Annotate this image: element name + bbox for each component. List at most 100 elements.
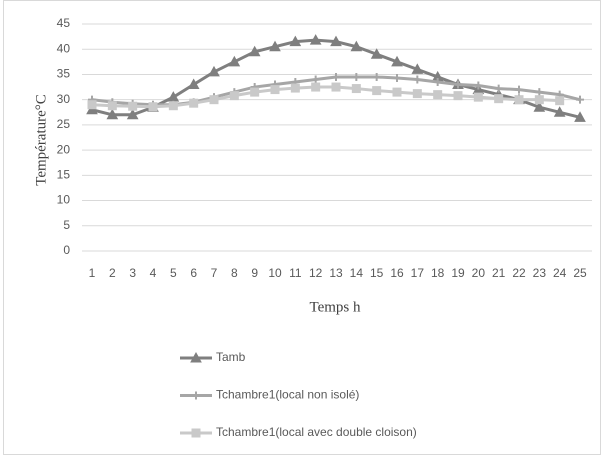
point: [555, 96, 565, 106]
point: [352, 72, 361, 81]
y-tick-label: 45: [57, 16, 71, 30]
point: [393, 73, 401, 82]
x-tick-label: 19: [451, 266, 465, 280]
point: [535, 88, 544, 97]
point: [494, 84, 503, 93]
point: [250, 87, 260, 97]
point: [148, 102, 158, 112]
point: [270, 85, 280, 95]
point: [311, 82, 321, 92]
legend-label: Tchambre1(local non isolé): [216, 388, 359, 402]
point: [168, 101, 178, 111]
y-tick-label: 10: [57, 193, 71, 207]
x-tick-label: 22: [512, 266, 526, 280]
legend-label: Tamb: [216, 350, 246, 364]
point: [128, 101, 138, 111]
legend-marker: [192, 391, 200, 400]
x-tick-label: 17: [411, 266, 425, 280]
point: [332, 72, 340, 81]
x-tick-label: 8: [231, 266, 238, 280]
x-tick-label: 20: [472, 266, 486, 280]
point: [473, 92, 483, 102]
y-tick-label: 0: [63, 243, 70, 257]
point: [372, 86, 382, 96]
x-tick-label: 5: [170, 266, 177, 280]
point: [514, 95, 524, 105]
point: [533, 101, 546, 112]
y-tick-label: 25: [57, 117, 71, 131]
point: [228, 55, 241, 67]
y-tick-label: 5: [63, 218, 70, 232]
x-tick-label: 7: [211, 266, 218, 280]
point: [331, 82, 341, 92]
y-tick-label: 20: [57, 142, 71, 156]
x-tick-label: 16: [390, 266, 404, 280]
x-tick-label: 12: [309, 266, 323, 280]
point: [474, 81, 483, 90]
point: [189, 98, 199, 108]
point: [187, 78, 200, 90]
point: [86, 103, 98, 115]
y-tick-label: 40: [57, 41, 71, 55]
x-tick-label: 9: [251, 266, 258, 280]
point: [269, 40, 281, 52]
point: [208, 65, 220, 77]
x-tick-label: 21: [492, 266, 506, 280]
legend-marker: [190, 351, 202, 363]
legend-marker: [191, 428, 201, 438]
point: [534, 95, 544, 105]
chart-border: [3, 0, 601, 455]
x-tick-label: 6: [190, 266, 197, 280]
x-tick-label: 11: [289, 266, 302, 280]
point: [453, 91, 463, 101]
point: [330, 35, 342, 47]
y-tick-label: 30: [57, 92, 71, 106]
point: [248, 45, 261, 57]
point: [107, 101, 117, 111]
point: [351, 84, 361, 94]
point: [229, 91, 239, 101]
point: [411, 63, 424, 74]
x-axis-title: Temps h: [309, 299, 361, 315]
point: [350, 40, 363, 52]
y-axis-title: Température°C: [33, 94, 49, 186]
point: [370, 48, 383, 59]
point: [289, 35, 302, 47]
point: [515, 85, 523, 94]
point: [309, 34, 322, 45]
x-tick-label: 1: [89, 266, 96, 280]
x-tick-label: 4: [150, 266, 157, 280]
point: [126, 108, 139, 120]
x-tick-label: 2: [109, 266, 116, 280]
point: [413, 75, 422, 84]
point: [412, 89, 422, 99]
point: [574, 111, 586, 122]
x-tick-label: 3: [129, 266, 136, 280]
x-tick-label: 25: [573, 266, 587, 280]
point: [576, 95, 584, 104]
x-tick-label: 23: [533, 266, 547, 280]
point: [433, 90, 443, 100]
point: [494, 94, 504, 104]
y-tick-label: 35: [57, 67, 71, 81]
legend-label: Tchambre1(local avec double cloison): [216, 425, 417, 439]
point: [391, 55, 403, 67]
x-tick-label: 18: [431, 266, 445, 280]
x-tick-label: 24: [553, 266, 567, 280]
x-tick-label: 13: [329, 266, 343, 280]
point: [433, 78, 442, 87]
point: [392, 87, 402, 97]
point: [290, 83, 300, 93]
point: [372, 72, 381, 81]
x-tick-label: 14: [350, 266, 364, 280]
point: [106, 108, 119, 120]
point: [209, 95, 219, 105]
point: [454, 80, 462, 89]
y-tick-label: 15: [57, 168, 71, 182]
point: [311, 75, 320, 84]
x-tick-label: 15: [370, 266, 384, 280]
point: [87, 100, 97, 110]
point: [553, 106, 566, 117]
x-tick-label: 10: [268, 266, 282, 280]
